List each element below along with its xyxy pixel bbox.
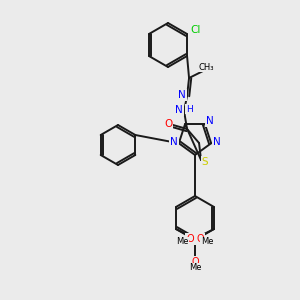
Text: Me: Me (189, 263, 201, 272)
Text: N: N (178, 90, 186, 100)
Text: N: N (170, 137, 178, 147)
Text: H: H (186, 104, 192, 113)
Text: S: S (202, 157, 208, 167)
Text: O: O (164, 119, 172, 129)
Text: O: O (186, 234, 194, 244)
Text: Cl: Cl (191, 25, 201, 35)
Text: Me: Me (201, 238, 213, 247)
Text: CH₃: CH₃ (198, 62, 214, 71)
Text: O: O (191, 257, 199, 267)
Text: Me: Me (176, 238, 188, 247)
Text: O: O (196, 234, 204, 244)
Text: N: N (213, 137, 221, 147)
Text: N: N (206, 116, 214, 126)
Text: N: N (175, 105, 183, 115)
